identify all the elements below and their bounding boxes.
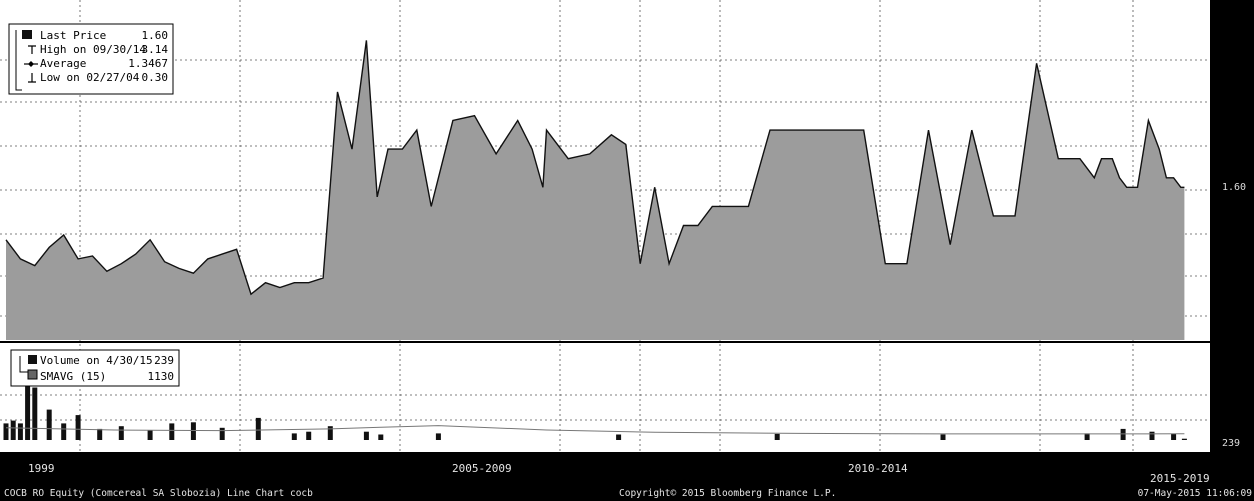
volume-bar xyxy=(255,417,261,440)
volume-legend-bracket xyxy=(19,356,28,373)
volume-bar xyxy=(3,423,9,440)
average-diamond-icon xyxy=(28,61,34,67)
smavg-hatched-square-icon xyxy=(27,369,38,380)
volume-bar xyxy=(616,434,622,440)
volume-legend-box xyxy=(10,349,180,387)
volume-bar xyxy=(10,420,16,440)
volume-grid xyxy=(0,344,1210,452)
legend-value: 1.3467 xyxy=(128,57,168,70)
volume-bar xyxy=(378,434,384,440)
volume-bar xyxy=(219,427,225,440)
price-legend-box xyxy=(8,23,174,95)
volume-bar xyxy=(774,433,780,440)
price-area xyxy=(6,40,1185,341)
legend-value: 1130 xyxy=(148,370,175,383)
volume-bar xyxy=(363,431,369,440)
legend-value: 239 xyxy=(154,354,174,367)
volume-bar xyxy=(97,428,103,440)
volume-bar xyxy=(327,426,333,440)
x-period-label-2015-2019: 2015-2019 xyxy=(1150,472,1210,485)
legend-label: Average xyxy=(40,57,86,70)
legend-label: Volume on 4/30/15 xyxy=(40,354,153,367)
volume-legend: Volume on 4/30/15 239 SMAVG (15) 1130 xyxy=(10,349,180,387)
legend-volume: Volume on 4/30/15 239 xyxy=(28,354,174,367)
legend-label: Low on 02/27/04 xyxy=(40,71,140,84)
volume-bar xyxy=(1120,428,1126,440)
legend-value: 1.60 xyxy=(142,29,169,42)
volume-bar xyxy=(32,387,38,440)
footer-bar xyxy=(0,452,1254,501)
volume-axis-label: 239 xyxy=(1222,438,1240,449)
footer-copyright: Copyright© 2015 Bloomberg Finance L.P. xyxy=(619,488,836,499)
legend-smavg: SMAVG (15) 1130 xyxy=(27,369,175,383)
legend-label: High on 09/30/14 xyxy=(40,43,146,56)
volume-bar xyxy=(291,433,297,440)
volume-bar xyxy=(306,431,312,440)
volume-bar xyxy=(75,415,81,440)
volume-panel xyxy=(0,344,1210,452)
legend-high: High on 09/30/14 3.14 xyxy=(28,43,168,56)
volume-bar xyxy=(940,434,946,440)
volume-bar xyxy=(25,351,31,440)
legend-label: SMAVG (15) xyxy=(40,370,106,383)
volume-square-icon xyxy=(28,355,37,364)
x-period-label-2005-2009: 2005-2009 xyxy=(452,462,512,475)
volume-bar xyxy=(61,423,67,440)
price-axis-label: 1.60 xyxy=(1222,182,1246,193)
x-period-label-2010-2014: 2010-2014 xyxy=(848,462,908,475)
smavg-line xyxy=(5,425,1185,435)
volume-bar xyxy=(1084,433,1090,440)
footer-timestamp: 07-May-2015 11:06:09 xyxy=(1138,488,1253,499)
volume-bar xyxy=(147,430,153,440)
legend-value: 3.14 xyxy=(142,43,169,56)
legend-value: 0.30 xyxy=(142,71,169,84)
volume-bar xyxy=(1181,438,1187,440)
volume-bar xyxy=(118,426,124,440)
volume-bar xyxy=(1149,431,1155,440)
x-period-label-1999: 1999 xyxy=(28,462,55,475)
volume-bars xyxy=(3,351,1187,440)
price-panel xyxy=(0,0,1210,342)
right-axis-panel xyxy=(1210,0,1254,452)
legend-average: Average 1.3467 xyxy=(24,57,168,70)
footer-title: COCB RO Equity (Comcereal SA Slobozia) L… xyxy=(4,488,313,499)
legend-bracket xyxy=(15,30,22,91)
volume-bar xyxy=(46,409,52,440)
high-marker-icon xyxy=(28,45,36,54)
last-price-square-icon xyxy=(22,30,32,39)
legend-label: Last Price xyxy=(40,29,106,42)
volume-bar xyxy=(1171,433,1177,440)
volume-bar xyxy=(17,423,23,440)
volume-bar xyxy=(435,433,441,440)
volume-bar xyxy=(190,422,196,440)
legend-last-price: Last Price 1.60 xyxy=(22,29,168,42)
legend-low: Low on 02/27/04 0.30 xyxy=(28,71,168,84)
price-line xyxy=(5,40,1185,296)
volume-bar xyxy=(169,423,175,440)
price-legend: Last Price 1.60 High on 09/30/14 3.14 Av… xyxy=(8,23,174,95)
low-marker-icon xyxy=(28,73,36,83)
